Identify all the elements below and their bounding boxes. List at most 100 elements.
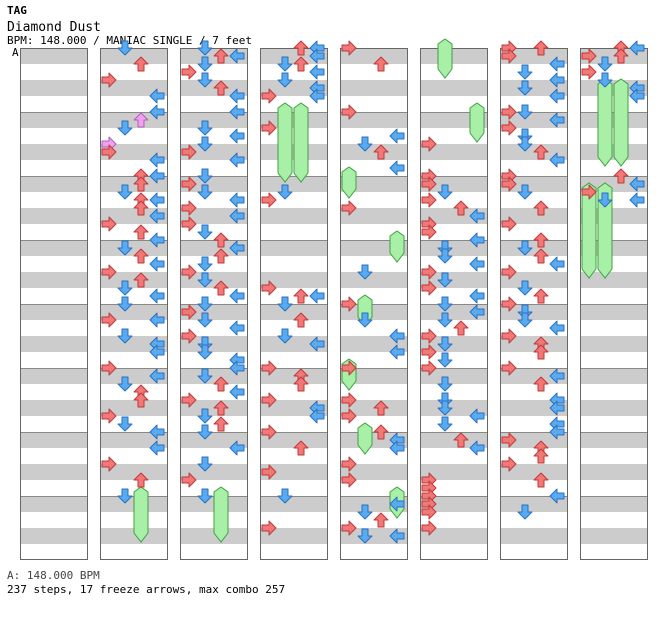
beat-stripe (500, 96, 568, 112)
column-border (100, 48, 168, 560)
down-arrow-icon (597, 56, 613, 72)
beat-stripe (340, 272, 408, 288)
left-arrow-icon (341, 472, 357, 488)
right-arrow-icon (549, 320, 565, 336)
beat-stripe (180, 64, 248, 80)
beat-stripe (580, 176, 648, 192)
right-arrow-icon (549, 368, 565, 384)
up-arrow-icon (373, 400, 389, 416)
left-arrow-icon (101, 456, 117, 472)
up-arrow-icon (373, 424, 389, 440)
song-title: Diamond Dust (7, 20, 101, 35)
beat-stripe (180, 256, 248, 272)
up-arrow-icon (293, 312, 309, 328)
beat-stripe (340, 192, 408, 208)
beat-stripe (500, 64, 568, 80)
down-arrow-icon (197, 488, 213, 504)
beat-stripe (580, 400, 648, 416)
right-arrow-icon (389, 160, 405, 176)
down-arrow-icon (357, 504, 373, 520)
beat-stripe (420, 416, 488, 432)
beat-stripe (180, 384, 248, 400)
beat-stripe (260, 416, 328, 432)
beat-stripe (500, 192, 568, 208)
up-arrow-icon (533, 200, 549, 216)
up-arrow-icon (533, 448, 549, 464)
right-arrow-icon (229, 384, 245, 400)
beat-stripe (500, 176, 568, 192)
beat-stripe (180, 272, 248, 288)
beat-stripe (580, 512, 648, 528)
right-arrow-icon (149, 152, 165, 168)
beat-stripe (580, 288, 648, 304)
beat-stripe (580, 352, 648, 368)
beat-stripe (20, 400, 88, 416)
up-arrow-icon (533, 40, 549, 56)
beat-stripe (20, 496, 88, 512)
right-arrow-icon (149, 288, 165, 304)
right-arrow-icon (629, 40, 645, 56)
right-arrow-icon (149, 440, 165, 456)
left-arrow-icon (421, 520, 437, 536)
up-arrow-icon (533, 344, 549, 360)
up-arrow-icon (293, 376, 309, 392)
right-arrow-icon (229, 128, 245, 144)
beat-stripe (420, 496, 488, 512)
beat-stripe (500, 352, 568, 368)
beat-stripe (500, 480, 568, 496)
beat-stripe (260, 384, 328, 400)
freeze-arrow (213, 486, 229, 543)
left-arrow-icon (501, 120, 517, 136)
left-arrow-icon (181, 176, 197, 192)
left-arrow-icon (261, 192, 277, 208)
left-arrow-icon (101, 264, 117, 280)
up-arrow-icon (533, 472, 549, 488)
beat-stripe (100, 304, 168, 320)
down-arrow-icon (277, 296, 293, 312)
beat-stripe (500, 528, 568, 544)
beat-stripe (20, 368, 88, 384)
beat-stripe (420, 192, 488, 208)
down-arrow-icon (277, 56, 293, 72)
beat-stripe (420, 48, 488, 64)
left-arrow-icon (181, 216, 197, 232)
up-arrow-icon (293, 288, 309, 304)
down-arrow-icon (117, 120, 133, 136)
beat-stripe (500, 256, 568, 272)
beat-stripe (580, 208, 648, 224)
right-arrow-icon (149, 208, 165, 224)
right-arrow-icon (309, 48, 325, 64)
down-arrow-icon (197, 344, 213, 360)
right-arrow-icon (629, 88, 645, 104)
right-arrow-icon (229, 104, 245, 120)
chart-column (340, 48, 408, 560)
beat-stripe (420, 368, 488, 384)
beat-stripe (340, 368, 408, 384)
left-arrow-icon (101, 360, 117, 376)
beat-stripe (580, 64, 648, 80)
beat-stripe (420, 224, 488, 240)
left-arrow-icon (421, 344, 437, 360)
up-arrow-icon (213, 48, 229, 64)
beat-stripe (100, 320, 168, 336)
beat-stripe (100, 464, 168, 480)
down-arrow-icon (197, 272, 213, 288)
right-arrow-icon (469, 288, 485, 304)
beat-stripe (100, 240, 168, 256)
beat-stripe (420, 480, 488, 496)
beat-stripe (500, 80, 568, 96)
left-arrow-icon (341, 392, 357, 408)
down-arrow-icon (197, 256, 213, 272)
left-arrow-icon (261, 280, 277, 296)
left-arrow-icon (101, 312, 117, 328)
left-arrow-icon (101, 72, 117, 88)
right-arrow-icon (229, 88, 245, 104)
down-arrow-icon (357, 312, 373, 328)
up-arrow-icon (213, 232, 229, 248)
right-arrow-icon (149, 368, 165, 384)
beat-stripe (500, 368, 568, 384)
left-arrow-icon (421, 360, 437, 376)
left-arrow-icon (341, 200, 357, 216)
right-arrow-icon (549, 152, 565, 168)
beat-stripe (260, 448, 328, 464)
